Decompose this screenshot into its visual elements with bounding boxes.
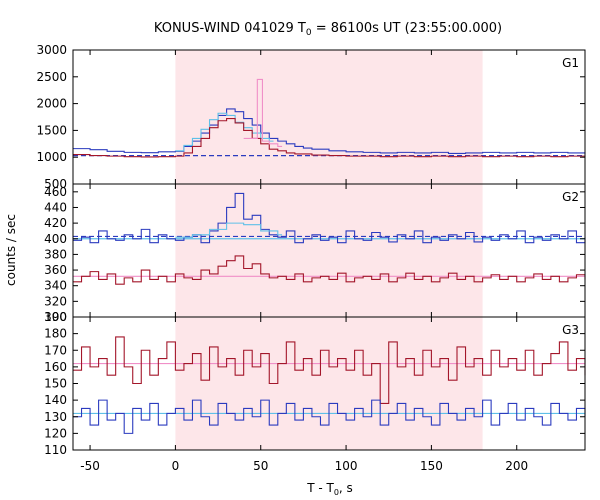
- chart-title: KONUS-WIND 041029 T0 = 86100s UT (23:55:…: [154, 21, 502, 38]
- y-tick-label: 140: [44, 393, 67, 407]
- y-tick-label: 120: [44, 426, 67, 440]
- y-tick-label: 380: [44, 247, 67, 261]
- chart-title-main: KONUS-WIND 041029 T: [154, 21, 306, 36]
- y-tick-label: 360: [44, 263, 67, 277]
- x-tick-label: 0: [172, 459, 180, 473]
- panel-g1: 500 1000 1500 2000 2500 3000 G1: [36, 43, 586, 191]
- y-tick-label: 2000: [36, 97, 67, 111]
- x-axis-label-rest: , s: [339, 481, 353, 495]
- chart-title-subscript: 0: [306, 28, 312, 38]
- x-tick-label: 100: [335, 459, 358, 473]
- series-g2-cyan: [175, 222, 283, 238]
- x-tick-label: 50: [253, 459, 268, 473]
- highlight-interval-band: [175, 50, 483, 450]
- y-tick-label: 190: [44, 310, 67, 324]
- series-g2-red: [73, 255, 586, 285]
- y-tick-label: 440: [44, 200, 67, 214]
- panel-label-g3: G3: [562, 323, 579, 337]
- y-tick-label: 170: [44, 343, 67, 357]
- chart-title-rest: = 86100s UT (23:55:00.000): [312, 21, 502, 36]
- y-tick-label: 2500: [36, 70, 67, 84]
- series-g2-blue: [73, 192, 586, 244]
- x-tick-label: 200: [505, 459, 528, 473]
- y-axis-label: counts / sec: [4, 214, 18, 286]
- panel-label-g1: G1: [562, 56, 579, 70]
- x-axis-label-subscript: 0: [334, 488, 339, 497]
- y-tick-label: 460: [44, 185, 67, 199]
- x-tick-label: 150: [420, 459, 443, 473]
- y-tick-label: 180: [44, 327, 67, 341]
- y-tick-label: 420: [44, 216, 67, 230]
- y-tick-label: 1500: [36, 123, 67, 137]
- x-tick-label: -50: [80, 459, 100, 473]
- series-g1-pink: [243, 78, 283, 148]
- series-g1-cyan: [175, 112, 274, 152]
- y-tick-label: 300: [44, 310, 67, 324]
- plot-area: 50010001500200025003000G1300320340360380…: [36, 43, 586, 473]
- y-tick-label: 500: [44, 177, 67, 191]
- series-g3-blue: [73, 399, 586, 434]
- y-tick-label: 400: [44, 232, 67, 246]
- series-g3-red: [73, 336, 586, 404]
- panel-g3: 110 120 130 140 150 160 170 180 190 G3: [44, 310, 586, 457]
- y-tick-label: 130: [44, 410, 67, 424]
- y-tick-label: 1000: [36, 150, 67, 164]
- y-tick-label: 340: [44, 279, 67, 293]
- panel-label-g2: G2: [562, 190, 579, 204]
- x-axis-label-main: T - T: [306, 481, 334, 495]
- y-tick-label: 110: [44, 443, 67, 457]
- y-tick-label: 3000: [36, 43, 67, 57]
- y-tick-label: 320: [44, 294, 67, 308]
- series-g1-red: [73, 118, 586, 158]
- x-axis-label: T - T0, s: [306, 481, 353, 497]
- y-tick-label: 150: [44, 377, 67, 391]
- y-tick-label: 160: [44, 360, 67, 374]
